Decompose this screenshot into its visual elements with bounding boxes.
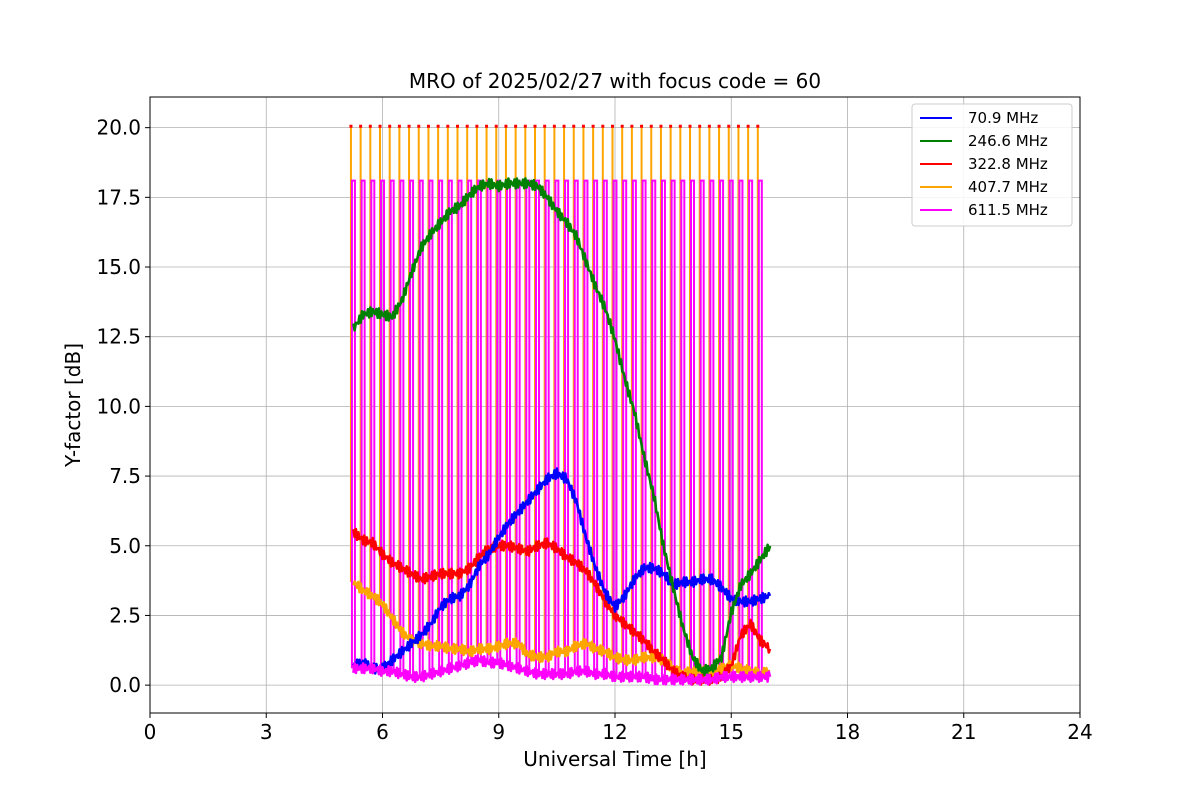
- sweep-spike-611: [602, 179, 608, 674]
- sweep-spike-611: [622, 179, 628, 677]
- sweep-spike-611: [535, 179, 540, 674]
- sweep-spike-611: [660, 179, 666, 680]
- legend-entry: 70.9 MHz: [968, 109, 1038, 127]
- sweep-spike-611: [583, 179, 589, 672]
- sweep-spike-611: [690, 179, 695, 680]
- x-tick-label: 21: [951, 720, 976, 744]
- sweep-spike-611: [418, 179, 424, 677]
- y-tick-label: 7.5: [109, 464, 141, 488]
- y-tick-label: 2.5: [109, 603, 141, 627]
- y-tick-label: 17.5: [96, 185, 141, 209]
- y-tick-label: 10.0: [96, 394, 141, 418]
- y-axis-label: Y-factor [dB]: [61, 343, 85, 468]
- sweep-spike-611: [593, 179, 599, 674]
- legend-entry: 611.5 MHz: [968, 201, 1048, 219]
- x-tick-label: 0: [144, 720, 157, 744]
- x-axis-label: Universal Time [h]: [523, 747, 706, 771]
- y-tick-label: 15.0: [96, 255, 141, 279]
- sweep-spike-611: [467, 179, 473, 663]
- sweep-spike-611: [719, 179, 725, 677]
- sweep-spike-611: [757, 179, 763, 677]
- x-tick-label: 12: [602, 720, 627, 744]
- sweep-spike-611: [564, 179, 570, 674]
- sweep-spike-611: [680, 179, 686, 680]
- x-tick-label: 18: [835, 720, 860, 744]
- sweep-spike-611: [573, 179, 579, 672]
- sweep-spike-611: [699, 179, 705, 680]
- sweep-spike-611: [438, 179, 444, 672]
- sweep-spike-611: [738, 179, 744, 677]
- x-tick-label: 9: [492, 720, 505, 744]
- y-tick-label: 20.0: [96, 116, 141, 140]
- sweep-spike-611: [389, 179, 395, 672]
- sweep-spike-611: [612, 179, 618, 677]
- sweep-spike-611: [428, 179, 434, 674]
- y-tick-label: 5.0: [109, 534, 141, 558]
- sweep-spike-611: [447, 179, 453, 669]
- x-tick-label: 15: [719, 720, 744, 744]
- sweep-spike-611: [350, 179, 356, 669]
- x-tick-label: 24: [1067, 720, 1092, 744]
- sweep-spike-611: [457, 179, 463, 666]
- legend-entry: 322.8 MHz: [968, 155, 1048, 173]
- sweep-spike-611: [360, 179, 366, 669]
- tick-layer: 0 3 6 9 12 15 18 21 24 0.0 2.5 5.0 7.5 10.0 12.5 15.0 17…: [96, 116, 1092, 744]
- legend-entry: 407.7 MHz: [968, 178, 1048, 196]
- sweep-spike-611: [709, 179, 715, 680]
- legend-entry: 246.6 MHz: [968, 132, 1048, 150]
- series-line: [352, 177, 772, 677]
- x-tick-label: 3: [260, 720, 273, 744]
- sweep-spike-611: [728, 179, 734, 677]
- x-tick-label: 6: [376, 720, 389, 744]
- series-layer: [352, 177, 772, 686]
- chart-title: MRO of 2025/02/27 with focus code = 60: [409, 69, 821, 93]
- series-line: [352, 580, 771, 680]
- sweep-spike-611: [409, 179, 415, 677]
- sweep-spike-611: [670, 179, 676, 680]
- sweep-spike-611: [380, 179, 385, 672]
- legend-box: [911, 103, 1073, 227]
- sweep-spike-611: [370, 179, 376, 669]
- y-tick-label: 12.5: [96, 325, 141, 349]
- sweep-spike-611: [544, 179, 550, 674]
- sweep-spike-611: [496, 179, 502, 663]
- sweep-spike-611: [641, 179, 647, 677]
- sweep-spike-611: [476, 179, 482, 661]
- sweep-spike-611: [399, 179, 405, 674]
- series-line: [352, 467, 772, 675]
- y-tick-label: 0.0: [109, 673, 141, 697]
- series-line: [352, 654, 772, 686]
- sweep-spike-611: [748, 179, 754, 677]
- sweep-spike-611: [651, 179, 657, 680]
- legend: 70.9 MHz 246.6 MHz 322.8 MHz 407.7 MHz 6…: [911, 103, 1073, 227]
- sweep-spike-611: [554, 179, 560, 674]
